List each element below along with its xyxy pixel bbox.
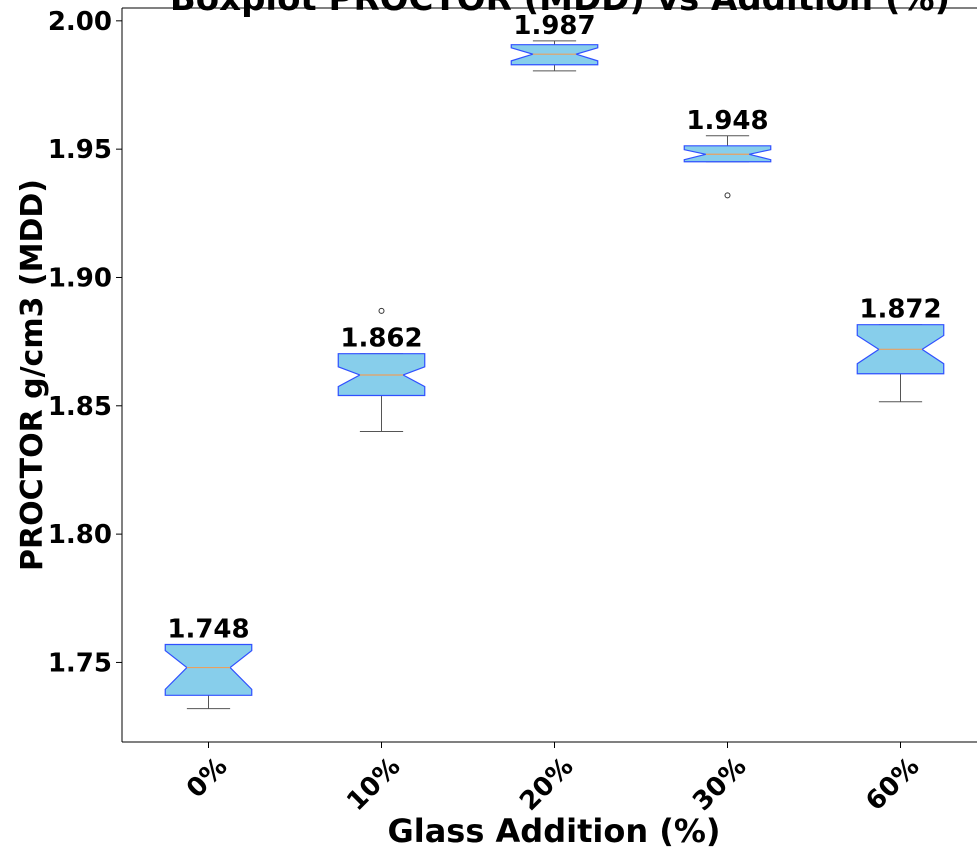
x-tick-label: 60%	[860, 752, 925, 817]
x-tick-label: 20%	[514, 752, 579, 817]
y-tick-label: 1.85	[48, 392, 112, 422]
data-label: 1.748	[167, 614, 249, 644]
outlier	[378, 307, 385, 314]
outlier	[724, 192, 731, 199]
y-tick-label: 1.90	[48, 263, 112, 293]
box	[164, 643, 253, 696]
data-label: 1.987	[513, 11, 595, 41]
y-tick-label: 1.95	[48, 135, 112, 165]
x-tick-label: 10%	[341, 752, 406, 817]
data-label: 1.862	[340, 324, 422, 354]
chart-title: Boxplot PROCTOR (MDD) vs Addition (%)	[170, 0, 950, 19]
x-tick-label: 0%	[181, 752, 233, 804]
data-label: 1.948	[686, 106, 768, 136]
y-axis-title: PROCTOR g/cm3 (MDD)	[15, 179, 50, 571]
x-tick-label: 30%	[687, 752, 752, 817]
data-label: 1.872	[859, 295, 941, 325]
y-tick-label: 1.80	[48, 520, 112, 550]
y-tick-label: 1.75	[48, 648, 112, 678]
y-tick-label: 2.00	[48, 7, 112, 37]
x-axis-title: Glass Addition (%)	[387, 812, 720, 848]
